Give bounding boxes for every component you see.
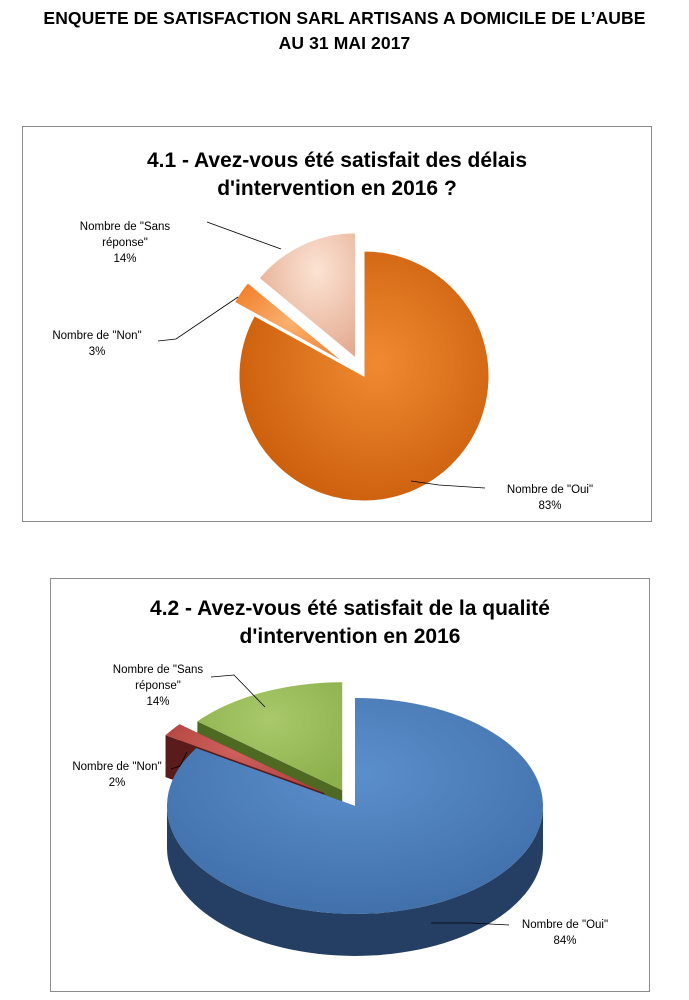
chart-4-2-label-non: Nombre de "Non"	[72, 761, 161, 773]
chart-4-2-svg: 4.2 - Avez-vous été satisfait de la qual…	[72, 597, 608, 956]
chart-4-2-leader-line	[431, 922, 510, 926]
chart-4-1-title-line-1: 4.1 - Avez-vous été satisfait des délais	[147, 149, 527, 172]
chart-4-2-slice-oui-side	[167, 806, 543, 956]
page-title: ENQUETE DE SATISFACTION SARL ARTISANS A …	[0, 6, 689, 56]
chart-4-1-label-sans-line-1: Nombre de "Sans	[80, 221, 171, 233]
chart-4-1-leader-line	[206, 221, 282, 250]
chart-4-2-title-line-2: d'intervention en 2016	[240, 625, 461, 648]
chart-4-2-slice-non	[165, 724, 325, 794]
page-title-line-2: AU 31 MAI 2017	[278, 33, 411, 53]
chart-4-1: 4.1 - Avez-vous été satisfait des délais…	[22, 126, 652, 522]
chart-4-1-label-sans-line-2: réponse"	[102, 237, 148, 249]
chart-4-1-svg: 4.1 - Avez-vous été satisfait des délais…	[52, 149, 593, 512]
chart-4-1-label-sans-value: 14%	[113, 253, 136, 265]
page-title-line-1: ENQUETE DE SATISFACTION SARL ARTISANS A …	[43, 8, 646, 28]
chart-4-2-slice-sans	[197, 682, 343, 791]
chart-4-2-label-sans-line-1: Nombre de "Sans	[113, 664, 204, 676]
chart-4-1-leader-line	[410, 480, 486, 489]
chart-4-1-leader-lines	[157, 221, 486, 489]
chart-4-1-label-oui-value: 83%	[538, 500, 561, 512]
chart-4-2-label-oui-value: 84%	[553, 935, 576, 947]
chart-4-1-slice-sans	[258, 232, 356, 359]
chart-4-1-title-line-2: d'intervention en 2016 ?	[217, 177, 457, 200]
chart-4-2-leader-lines	[170, 674, 510, 926]
chart-4-1-leader-line	[157, 296, 239, 342]
chart-4-1-label-non: Nombre de "Non"	[52, 330, 141, 342]
chart-4-1-pie	[233, 232, 490, 502]
chart-4-2-slice-oui	[166, 698, 543, 914]
chart-4-2-title-line-1: 4.2 - Avez-vous été satisfait de la qual…	[150, 597, 550, 620]
chart-4-1-label-oui: Nombre de "Oui"	[507, 484, 593, 496]
chart-4-1-label-non-value: 3%	[89, 346, 106, 358]
chart-4-2-label-sans-value: 14%	[146, 696, 169, 708]
chart-4-2-pie	[165, 682, 543, 956]
chart-4-2-label-sans-line-2: réponse"	[135, 680, 181, 692]
chart-4-2-leader-line	[210, 674, 266, 708]
chart-4-1-slice-non	[233, 282, 345, 363]
chart-4-2-label-oui: Nombre de "Oui"	[522, 919, 608, 931]
chart-4-2-label-non-value: 2%	[109, 777, 126, 789]
chart-4-2-leader-line	[170, 751, 188, 770]
chart-4-2: 4.2 - Avez-vous été satisfait de la qual…	[50, 578, 650, 992]
